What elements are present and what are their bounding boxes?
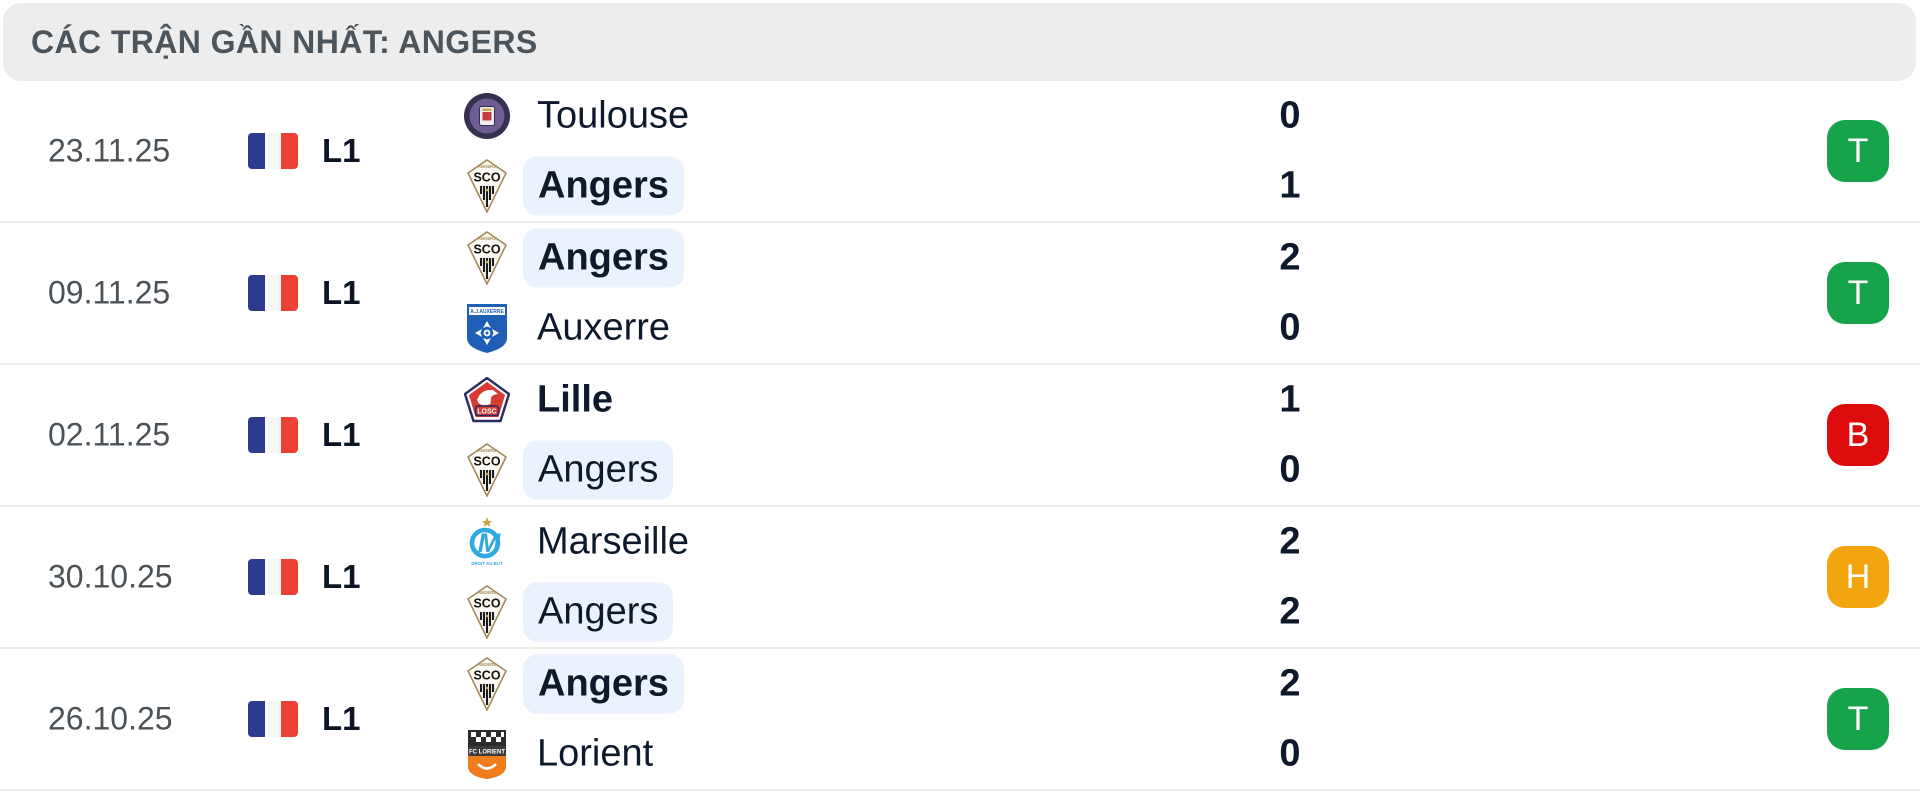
result-badge-draw: H — [1827, 546, 1889, 608]
match-row[interactable]: 26.10.25 L1 Angers 2 Lorient 0 T — [0, 649, 1920, 791]
recent-matches-list: 23.11.25 L1 Toulouse 0 Angers 1 T 09.11.… — [0, 81, 1920, 791]
match-date: 26.10.25 — [48, 700, 173, 737]
france-flag-icon — [248, 417, 298, 453]
result-badge-win: T — [1827, 262, 1889, 324]
result-badge-loss: B — [1827, 404, 1889, 466]
league-badge: L1 — [322, 132, 361, 169]
angers-logo-icon — [460, 159, 514, 213]
team-score: 2 — [1279, 236, 1301, 279]
lorient-logo-icon — [460, 728, 514, 780]
lille-logo-icon — [460, 377, 514, 423]
team-line[interactable]: Lorient 0 — [0, 726, 1920, 782]
league-badge: L1 — [322, 274, 361, 311]
team-line[interactable]: Angers 2 — [0, 654, 1920, 714]
team-name: Toulouse — [537, 94, 690, 137]
team-score: 1 — [1279, 164, 1301, 207]
team-score: 2 — [1279, 590, 1301, 633]
team-score: 0 — [1279, 306, 1301, 349]
team-line[interactable]: Angers 0 — [0, 440, 1920, 500]
match-date: 30.10.25 — [48, 558, 173, 595]
angers-logo-icon — [460, 231, 514, 285]
team-name: Angers — [523, 654, 684, 714]
angers-logo-icon — [460, 657, 514, 711]
auxerre-logo-icon — [460, 302, 514, 354]
france-flag-icon — [248, 701, 298, 737]
team-name: Angers — [523, 582, 674, 642]
team-name: Auxerre — [537, 306, 671, 349]
team-score: 2 — [1279, 520, 1301, 563]
team-score: 1 — [1279, 378, 1301, 421]
team-line[interactable]: Auxerre 0 — [0, 300, 1920, 356]
league-badge: L1 — [322, 700, 361, 737]
team-name: Angers — [523, 156, 684, 216]
match-row[interactable]: 02.11.25 L1 Lille 1 Angers 0 B — [0, 365, 1920, 507]
team-score: 2 — [1279, 662, 1301, 705]
team-name: Lille — [537, 378, 614, 421]
team-name: Angers — [523, 440, 674, 500]
team-line[interactable]: Toulouse 0 — [0, 88, 1920, 144]
france-flag-icon — [248, 275, 298, 311]
result-badge-win: T — [1827, 688, 1889, 750]
team-name: Marseille — [537, 520, 690, 563]
team-score: 0 — [1279, 732, 1301, 775]
match-row[interactable]: 30.10.25 L1 Marseille 2 Angers 2 H — [0, 507, 1920, 649]
france-flag-icon — [248, 559, 298, 595]
match-date: 09.11.25 — [48, 274, 171, 311]
marseille-logo-icon — [460, 516, 514, 568]
angers-logo-icon — [460, 443, 514, 497]
match-row[interactable]: 09.11.25 L1 Angers 2 Auxerre 0 T — [0, 223, 1920, 365]
team-line[interactable]: Angers 1 — [0, 156, 1920, 216]
league-badge: L1 — [322, 558, 361, 595]
team-line[interactable]: Angers 2 — [0, 582, 1920, 642]
toulouse-logo-icon — [460, 92, 514, 140]
team-score: 0 — [1279, 94, 1301, 137]
match-date: 02.11.25 — [48, 416, 171, 453]
team-line[interactable]: Marseille 2 — [0, 514, 1920, 570]
team-score: 0 — [1279, 448, 1301, 491]
team-line[interactable]: Angers 2 — [0, 228, 1920, 288]
team-name: Lorient — [537, 732, 654, 775]
league-badge: L1 — [322, 416, 361, 453]
match-row[interactable]: 23.11.25 L1 Toulouse 0 Angers 1 T — [0, 81, 1920, 223]
section-title: CÁC TRẬN GẦN NHẤT: ANGERS — [31, 23, 538, 60]
team-line[interactable]: Lille 1 — [0, 372, 1920, 428]
france-flag-icon — [248, 133, 298, 169]
match-date: 23.11.25 — [48, 132, 171, 169]
team-name: Angers — [523, 228, 684, 288]
angers-logo-icon — [460, 585, 514, 639]
section-header: CÁC TRẬN GẦN NHẤT: ANGERS — [3, 3, 1916, 81]
result-badge-win: T — [1827, 120, 1889, 182]
